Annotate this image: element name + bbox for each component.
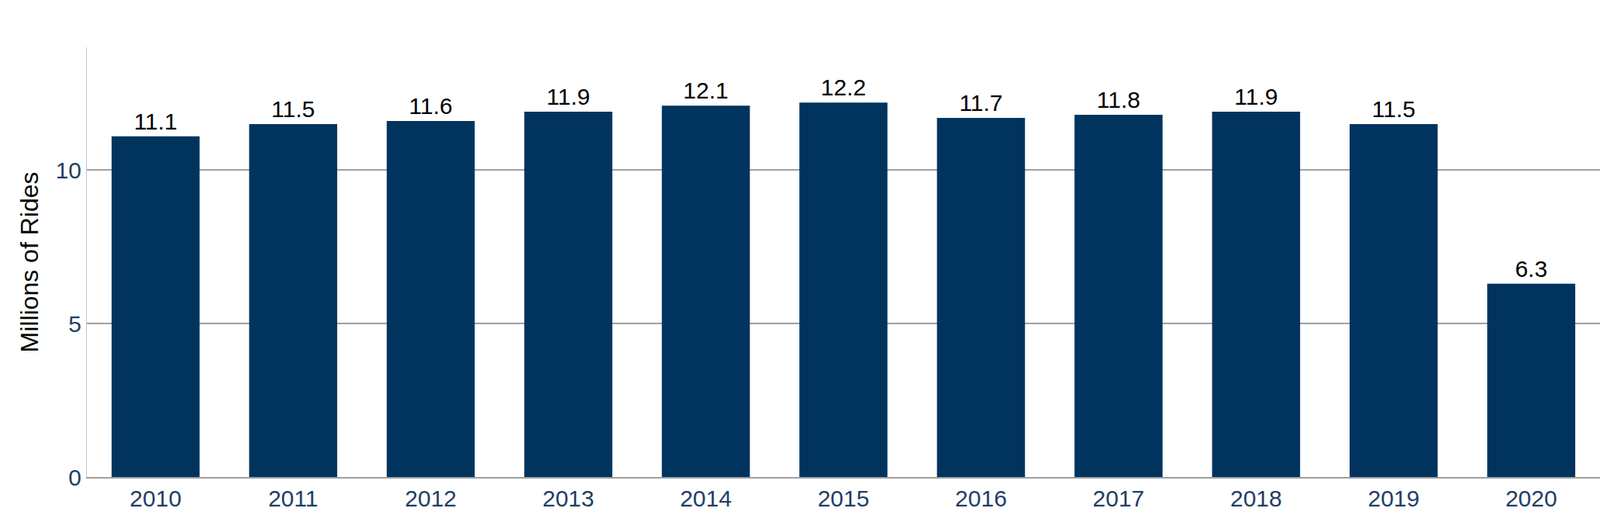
svg-text:2018: 2018 [1230, 485, 1283, 511]
svg-text:2010: 2010 [129, 485, 182, 511]
svg-text:11.1: 11.1 [134, 108, 178, 135]
svg-text:2012: 2012 [404, 485, 457, 511]
svg-text:11.9: 11.9 [546, 83, 590, 110]
svg-text:12.1: 12.1 [682, 77, 728, 104]
svg-text:2013: 2013 [542, 485, 595, 511]
svg-text:2011: 2011 [268, 485, 319, 511]
svg-text:11.9: 11.9 [1234, 83, 1278, 110]
svg-text:2020: 2020 [1505, 485, 1558, 511]
svg-text:2016: 2016 [955, 485, 1007, 511]
svg-text:6.3: 6.3 [1514, 255, 1548, 282]
svg-text:10: 10 [55, 157, 82, 183]
svg-text:2017: 2017 [1093, 485, 1145, 511]
svg-text:0: 0 [68, 464, 82, 490]
svg-text:11.5: 11.5 [271, 96, 315, 122]
svg-text:2015: 2015 [817, 485, 870, 511]
svg-text:2014: 2014 [679, 485, 732, 511]
svg-text:11.8: 11.8 [1096, 86, 1141, 113]
svg-text:Millions of Rides: Millions of Rides [15, 172, 44, 353]
svg-text:5: 5 [68, 310, 82, 337]
svg-text:11.6: 11.6 [409, 93, 453, 119]
svg-text:2019: 2019 [1367, 485, 1420, 511]
svg-text:12.2: 12.2 [820, 74, 866, 100]
svg-text:11.7: 11.7 [958, 89, 1003, 116]
svg-text:11.5: 11.5 [1372, 96, 1416, 122]
